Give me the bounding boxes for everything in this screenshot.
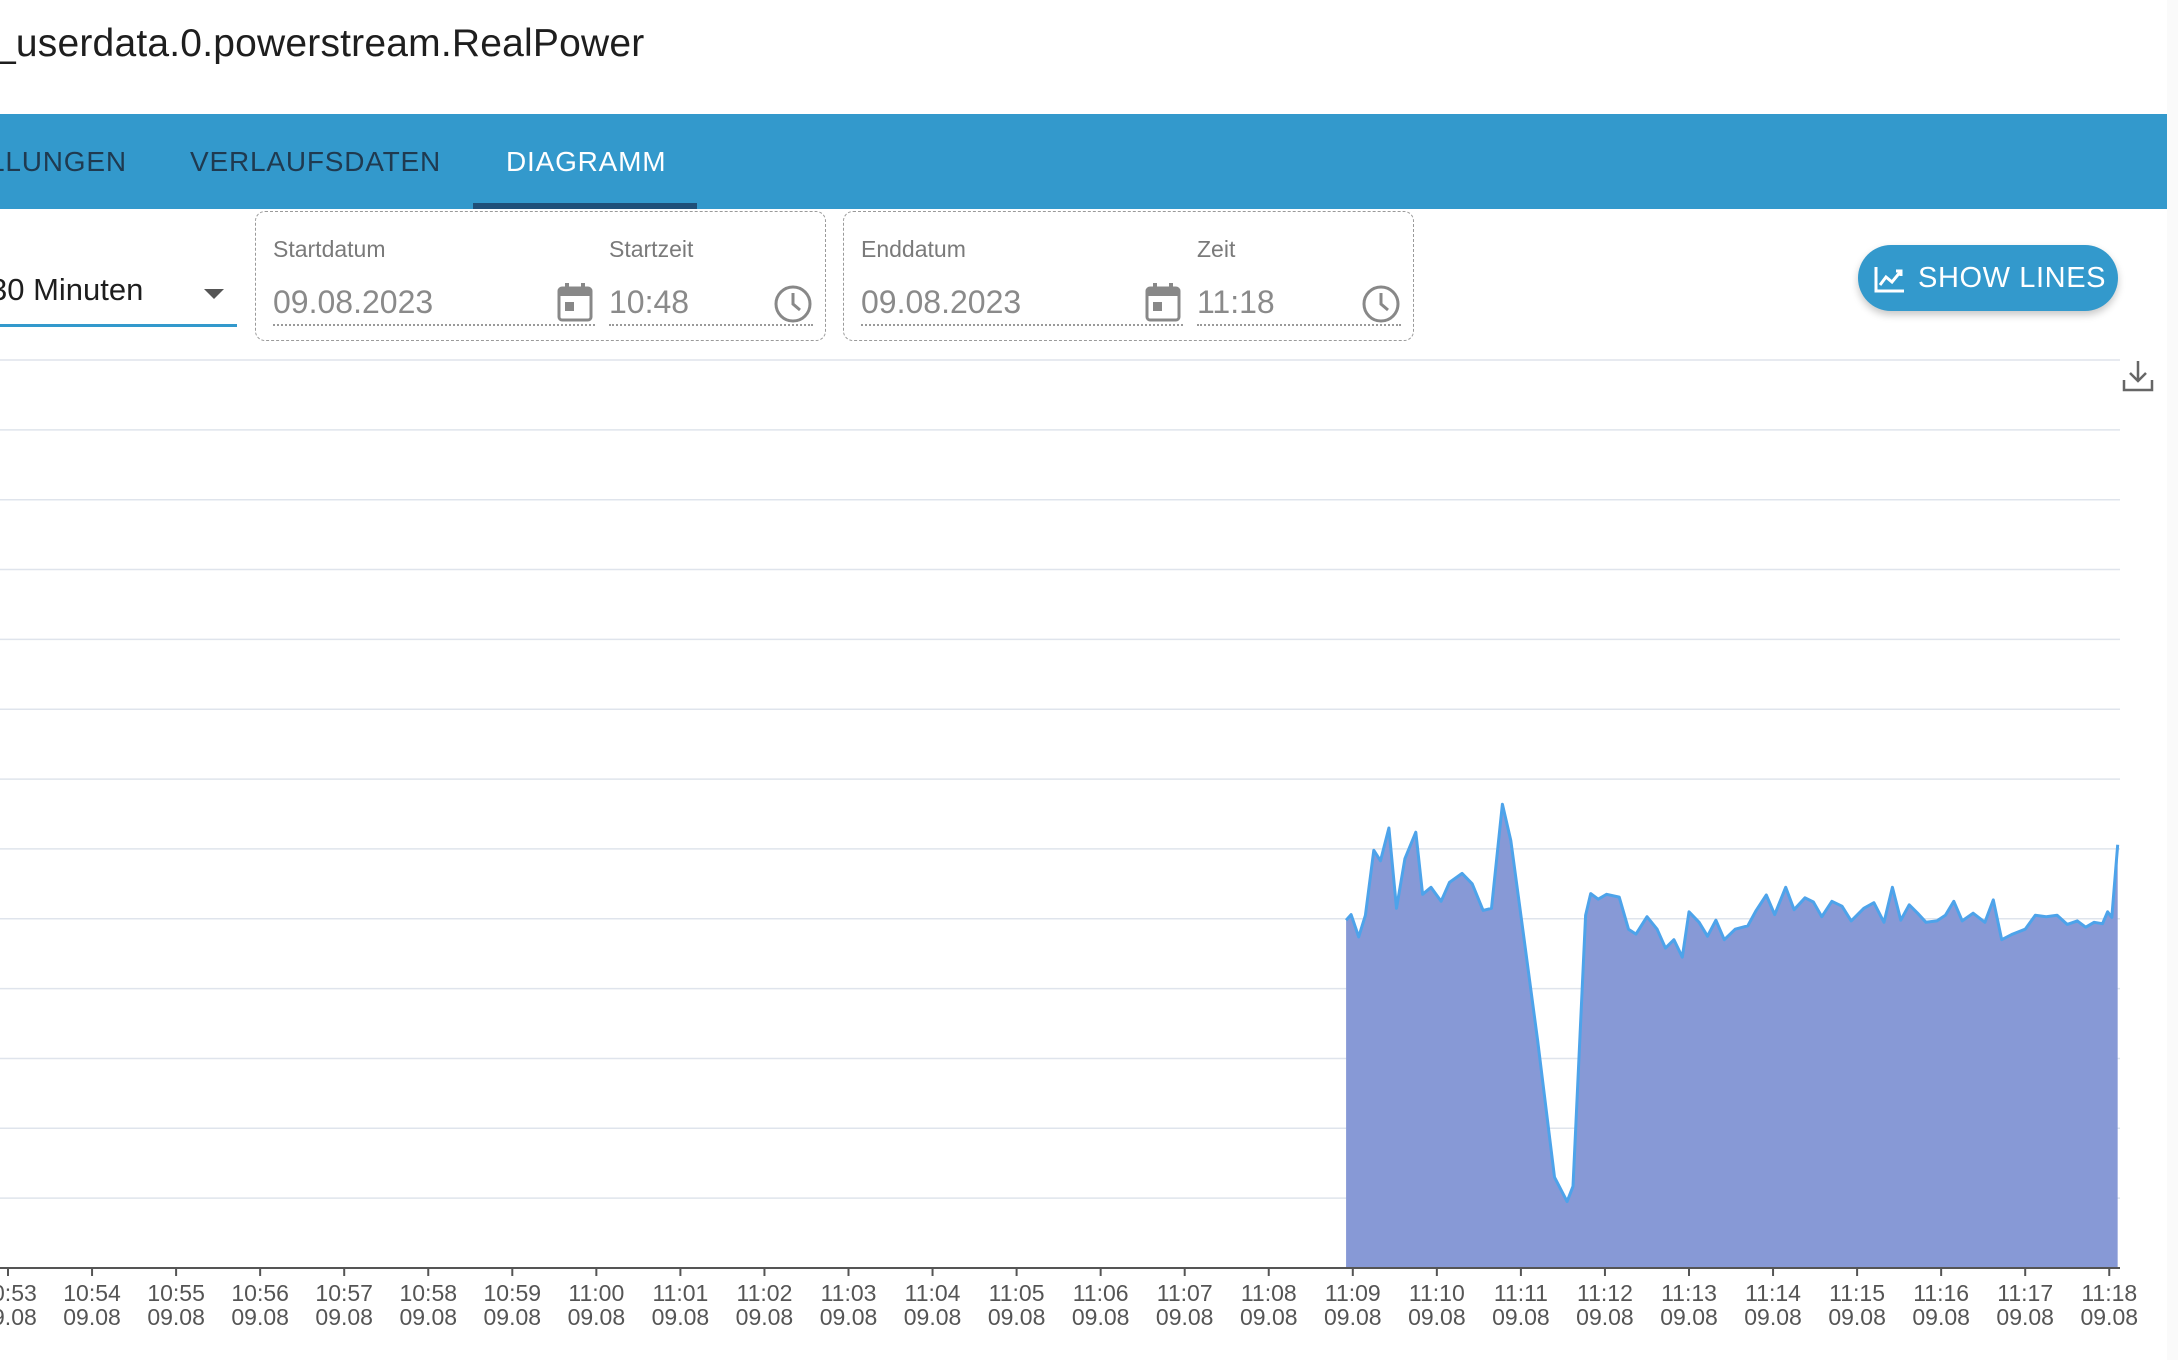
chart-x-axis: 10:5309.0810:5409.0810:5509.0810:5609.08…	[0, 1267, 2138, 1330]
chart-series	[1344, 802, 2120, 1268]
chart-line-icon	[1874, 265, 1906, 293]
x-tick-label-date: 09.08	[231, 1304, 289, 1330]
clock-icon[interactable]	[773, 280, 813, 324]
x-tick-label-date: 09.08	[2080, 1304, 2138, 1330]
tab-settings[interactable]: LLUNGEN	[0, 146, 127, 177]
start-time-input[interactable]: 10:48	[609, 280, 813, 326]
start-datetime-group: Startdatum 09.08.2023 Startzeit 10:48	[255, 211, 826, 341]
x-tick-label-time: 11:11	[1494, 1280, 1548, 1306]
range-select-value: 30 Minuten	[0, 272, 144, 307]
x-tick-label-date: 09.08	[820, 1304, 878, 1330]
x-tick-label-date: 09.08	[1660, 1304, 1718, 1330]
start-date-input[interactable]: 09.08.2023	[273, 280, 595, 326]
x-tick-label-date: 09.08	[147, 1304, 205, 1330]
x-tick-label-time: 11:18	[2081, 1280, 2137, 1306]
x-tick-label-time: 10:54	[63, 1280, 121, 1306]
start-time-label: Startzeit	[609, 236, 694, 262]
x-tick-label-time: 10:53	[0, 1280, 37, 1306]
chart-grid	[0, 359, 2120, 1199]
x-tick-label-time: 11:02	[737, 1280, 793, 1306]
x-tick-label-time: 11:08	[1241, 1280, 1297, 1306]
x-tick-label-time: 11:06	[1073, 1280, 1129, 1306]
x-tick-label-time: 11:04	[905, 1280, 961, 1306]
series-area	[1346, 804, 2118, 1268]
x-tick-label-time: 10:55	[147, 1280, 205, 1306]
start-time-field: Startzeit 10:48	[609, 212, 813, 342]
x-tick-label-time: 10:58	[399, 1280, 457, 1306]
x-tick-label-date: 09.08	[904, 1304, 962, 1330]
series-line	[1344, 802, 2120, 1204]
tab-diagram[interactable]: DIAGRAMM	[506, 146, 667, 177]
end-time-input[interactable]: 11:18	[1197, 280, 1401, 326]
range-select[interactable]: 30 Minuten	[0, 258, 237, 327]
start-date-field: Startdatum 09.08.2023	[273, 212, 595, 342]
x-tick-label-date: 09.08	[1912, 1304, 1970, 1330]
end-date-input[interactable]: 09.08.2023	[861, 280, 1183, 326]
x-tick-label-time: 11:09	[1325, 1280, 1381, 1306]
active-tab-indicator	[473, 203, 697, 209]
x-tick-label-date: 09.08	[63, 1304, 121, 1330]
x-tick-label-date: 09.08	[1408, 1304, 1466, 1330]
page-edge	[2167, 0, 2178, 1360]
end-datetime-group: Enddatum 09.08.2023 Zeit 11:18	[843, 211, 1414, 341]
x-tick-label-time: 10:56	[231, 1280, 289, 1306]
x-tick-label-date: 09.08	[1072, 1304, 1130, 1330]
end-date-field: Enddatum 09.08.2023	[861, 212, 1183, 342]
tab-history-data[interactable]: VERLAUFSDATEN	[190, 146, 442, 177]
x-tick-label-time: 11:03	[821, 1280, 877, 1306]
x-tick-label-time: 11:10	[1409, 1280, 1465, 1306]
x-tick-label-date: 09.08	[1576, 1304, 1634, 1330]
x-tick-label-date: 09.08	[988, 1304, 1046, 1330]
calendar-icon[interactable]	[555, 280, 595, 324]
x-tick-label-time: 11:01	[652, 1280, 708, 1306]
start-date-label: Startdatum	[273, 236, 386, 262]
end-time-label: Zeit	[1197, 236, 1236, 262]
power-chart: 10:5309.0810:5409.0810:5509.0810:5609.08…	[0, 359, 2138, 1330]
x-tick-label-date: 09.08	[1240, 1304, 1298, 1330]
x-tick-label-date: 09.08	[399, 1304, 457, 1330]
x-tick-label-date: 09.08	[0, 1304, 37, 1330]
x-tick-label-time: 11:05	[989, 1280, 1045, 1306]
page-title: _userdata.0.powerstream.RealPower	[0, 22, 645, 65]
show-lines-label: SHOW LINES	[1918, 262, 2107, 294]
x-tick-label-date: 09.08	[1828, 1304, 1886, 1330]
x-tick-label-date: 09.08	[1156, 1304, 1214, 1330]
x-tick-label-time: 10:59	[484, 1280, 542, 1306]
x-tick-label-date: 09.08	[568, 1304, 626, 1330]
tab-bar: LLUNGEN VERLAUFSDATEN DIAGRAMM	[0, 114, 2167, 209]
x-tick-label-date: 09.08	[652, 1304, 710, 1330]
clock-icon[interactable]	[1361, 280, 1401, 324]
x-tick-label-date: 09.08	[484, 1304, 542, 1330]
x-tick-label-date: 09.08	[1996, 1304, 2054, 1330]
show-lines-button[interactable]: SHOW LINES	[1858, 245, 2118, 311]
end-date-label: Enddatum	[861, 236, 966, 262]
x-tick-label-time: 11:16	[1913, 1280, 1969, 1306]
x-tick-label-time: 11:15	[1829, 1280, 1885, 1306]
x-tick-label-time: 11:13	[1661, 1280, 1717, 1306]
calendar-icon[interactable]	[1143, 280, 1183, 324]
x-tick-label-date: 09.08	[1744, 1304, 1802, 1330]
x-tick-label-time: 11:07	[1157, 1280, 1213, 1306]
x-tick-label-date: 09.08	[736, 1304, 794, 1330]
end-time-field: Zeit 11:18	[1197, 212, 1401, 342]
download-icon[interactable]	[2120, 358, 2156, 394]
chevron-down-icon	[204, 289, 224, 299]
x-tick-label-date: 09.08	[1492, 1304, 1550, 1330]
x-tick-label-time: 10:57	[315, 1280, 373, 1306]
x-tick-label-date: 09.08	[1324, 1304, 1382, 1330]
x-tick-label-time: 11:17	[1997, 1280, 2053, 1306]
x-tick-label-time: 11:12	[1577, 1280, 1633, 1306]
x-tick-label-date: 09.08	[315, 1304, 373, 1330]
x-tick-label-time: 11:00	[568, 1280, 624, 1306]
x-tick-label-time: 11:14	[1745, 1280, 1801, 1306]
